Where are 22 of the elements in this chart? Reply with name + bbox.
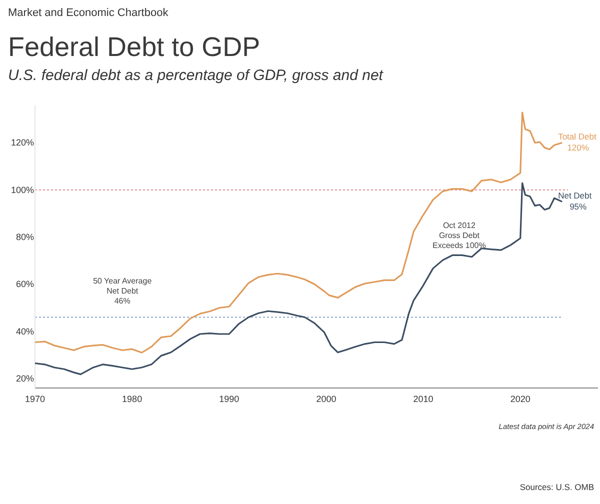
x-tick-label: 2020 — [510, 394, 530, 404]
y-tick-label: 120% — [10, 138, 34, 148]
chart-subtitle: U.S. federal debt as a percentage of GDP, gross and net — [8, 67, 384, 84]
chart-title: Federal Debt to GDP — [8, 32, 260, 62]
annotation: Oct 2012 Gross Debt Exceeds 100% — [432, 221, 486, 250]
ref-line-label: 50 Year Average Net Debt 46% — [93, 276, 152, 306]
x-tick-label: 1990 — [219, 394, 240, 404]
y-tick-label: 80% — [16, 232, 34, 242]
x-tick-label: 1980 — [122, 394, 142, 404]
x-tick-label: 1970 — [24, 394, 46, 404]
source-note: Sources: U.S. OMB — [520, 482, 594, 492]
y-tick-label: 100% — [10, 184, 34, 195]
y-tick-label: 40% — [16, 326, 34, 336]
series-label: Total Debt — [558, 132, 597, 142]
data-label: 95% — [570, 202, 588, 212]
y-tick-label: 20% — [16, 374, 34, 384]
data-label: 120% — [567, 142, 590, 153]
x-tick-label: 2000 — [316, 394, 336, 404]
series-label: Net Debt — [558, 190, 592, 201]
x-tick-label: 2010 — [413, 394, 434, 404]
y-tick-label: 60% — [16, 279, 34, 290]
text: Market and Economic Chartbook — [8, 7, 169, 19]
